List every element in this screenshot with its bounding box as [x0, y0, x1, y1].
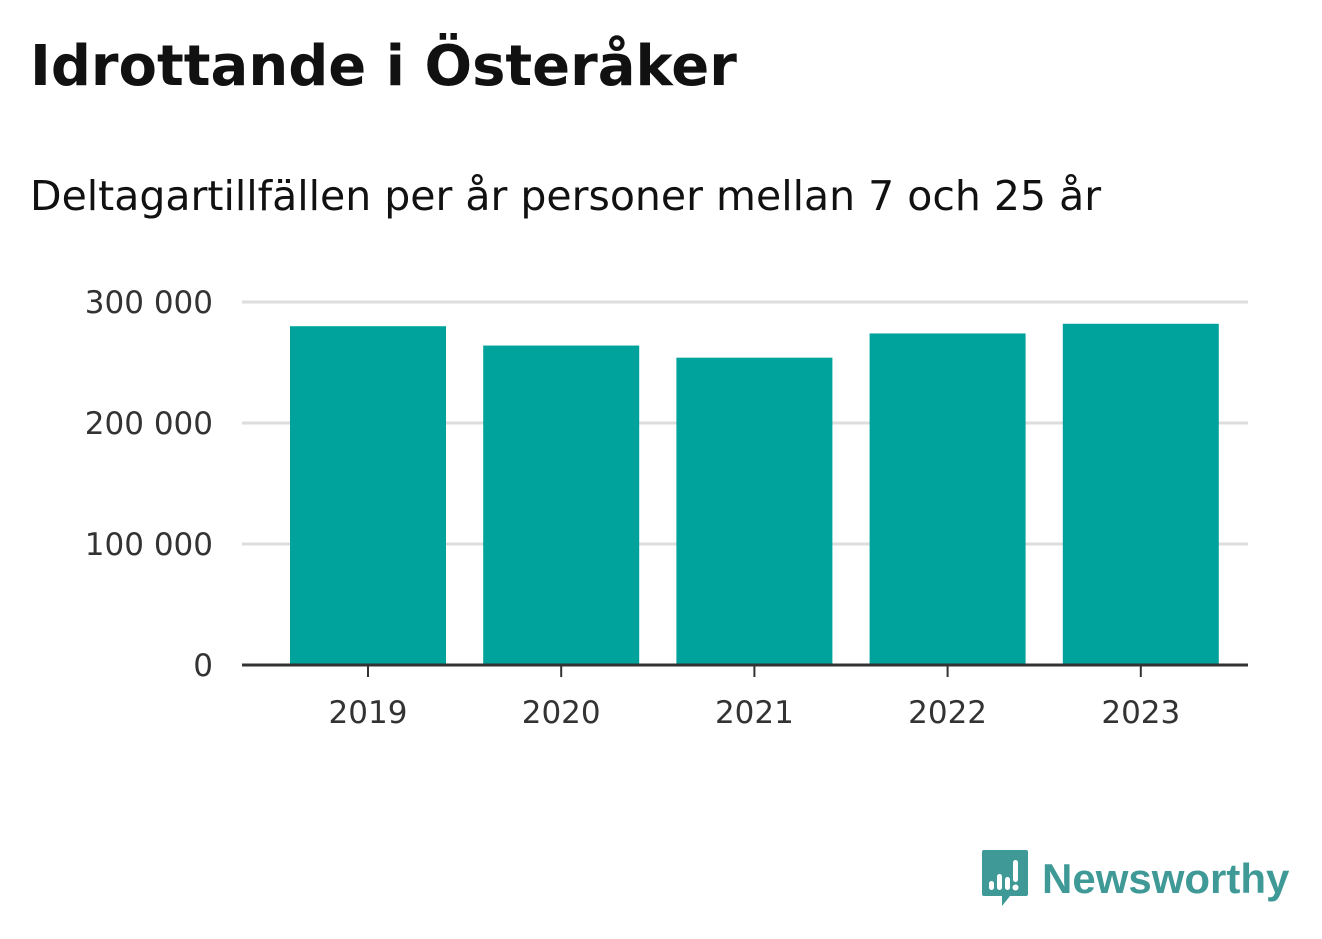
bar-2023 [1062, 323, 1219, 665]
x-tick-label: 2021 [715, 695, 794, 731]
brand: Newsworthy [980, 848, 1289, 910]
chart-subtitle: Deltagartillfällen per år personer mella… [30, 172, 1102, 220]
x-tick-label: 2020 [522, 695, 601, 731]
y-axis-tick-labels: 0 100 000 200 000 300 000 [85, 285, 213, 684]
y-tick-label: 0 [193, 648, 213, 684]
bar-2022 [869, 333, 1026, 665]
y-tick-label: 300 000 [85, 285, 213, 321]
x-axis [242, 663, 1248, 677]
chart-title: Idrottande i Österåker [30, 34, 737, 99]
x-tick-label: 2019 [329, 695, 408, 731]
bar-2021 [676, 357, 833, 665]
brand-name: Newsworthy [1042, 855, 1290, 902]
bars [290, 323, 1219, 665]
y-tick-label: 200 000 [85, 406, 213, 442]
bar-2020 [483, 345, 640, 665]
newsworthy-logo-icon [982, 850, 1028, 906]
y-tick-label: 100 000 [85, 527, 213, 563]
x-tick-label: 2022 [908, 695, 987, 731]
bar-2019 [290, 326, 446, 665]
x-axis-tick-labels: 2019 2020 2021 2022 2023 [329, 695, 1181, 731]
x-tick-label: 2023 [1101, 695, 1180, 731]
